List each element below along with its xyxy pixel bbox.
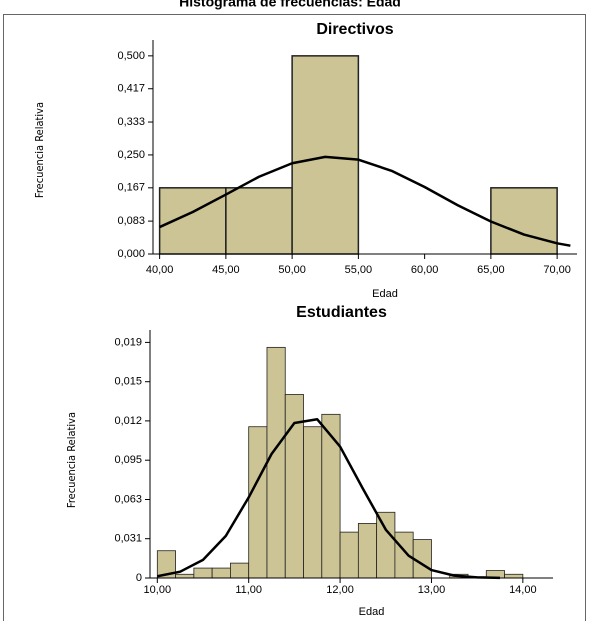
bar: [248, 426, 268, 579]
frame: [3, 14, 586, 621]
y-tick-label: 0,012: [114, 415, 142, 427]
y-tick-label: 0,417: [117, 83, 145, 95]
x-tick-label: 12,00: [326, 584, 354, 596]
x-tick-label: 13,00: [418, 584, 446, 596]
y-tick-label: 0,250: [117, 149, 145, 161]
bar: [357, 523, 378, 579]
bar: [321, 413, 341, 579]
y-tick-label: 0: [136, 572, 142, 584]
chart-title: Estudiantes: [296, 304, 387, 321]
fitted-curve: [159, 155, 571, 247]
x-axis-label: Edad: [372, 288, 398, 300]
x-tick-label: 45,00: [212, 264, 240, 276]
x-tick-label: 60,00: [411, 264, 439, 276]
bar: [225, 187, 293, 255]
x-tick-label: 11,00: [235, 584, 262, 596]
y-tick-label: 0,083: [117, 215, 145, 227]
bar: [376, 511, 396, 579]
y-tick-label: 0,019: [114, 336, 142, 348]
bar: [230, 562, 250, 579]
x-tick-label: 70,00: [543, 264, 571, 276]
bar: [291, 55, 360, 255]
chart-title: Directivos: [316, 21, 393, 38]
x-tick-label: 40,00: [146, 264, 174, 276]
y-tick-label: 0,500: [117, 50, 145, 62]
x-tick-label: 50,00: [278, 264, 306, 276]
x-tick-label: 10,00: [144, 584, 172, 596]
y-tick-label: 0,333: [117, 116, 145, 128]
y-tick-label: 0,167: [117, 182, 145, 194]
y-tick-label: 0,015: [114, 376, 142, 388]
y-tick-label: 0,000: [117, 248, 145, 260]
bar: [490, 187, 558, 255]
bar: [339, 531, 359, 579]
fitted-curve: [157, 418, 501, 580]
bar: [504, 573, 524, 579]
y-axis-label: Frecuencia Relativa: [33, 102, 46, 198]
bar: [303, 426, 323, 579]
x-tick-label: 55,00: [345, 264, 373, 276]
figure-title: Histograma de frecuencias: Edad: [179, 0, 401, 10]
bar: [175, 573, 195, 579]
bar: [193, 567, 213, 579]
bar: [394, 531, 414, 579]
y-tick-label: 0,095: [114, 454, 142, 466]
bar: [211, 567, 231, 579]
y-tick-label: 0,031: [114, 533, 142, 545]
bar: [158, 187, 227, 255]
x-tick-label: 14,00: [509, 584, 537, 596]
bar: [412, 539, 432, 579]
y-tick-label: 0,063: [114, 493, 142, 505]
bar: [266, 346, 286, 579]
x-tick-label: 65,00: [477, 264, 505, 276]
x-axis-label: Edad: [359, 606, 385, 618]
y-axis-label: Frecuencia Relativa: [65, 412, 78, 508]
